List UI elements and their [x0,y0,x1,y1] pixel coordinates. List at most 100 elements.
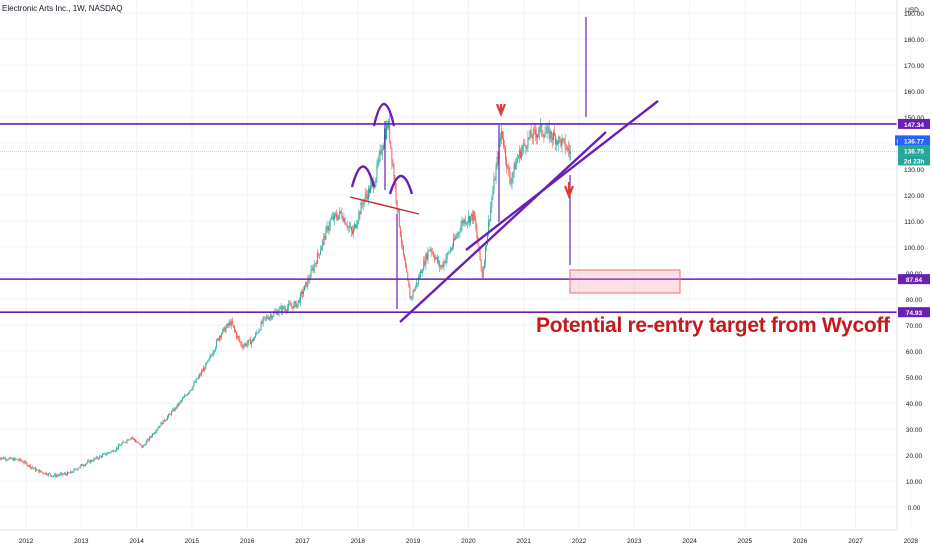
candle-body [436,257,437,258]
candle-body [556,140,558,145]
candle-body [525,145,527,149]
candle-body [328,226,330,231]
candle-body [97,458,99,460]
candle-body [126,439,128,443]
candle-body [233,326,235,331]
candle-body [319,254,320,255]
candle-body [174,407,176,411]
neckline[interactable] [349,196,420,215]
left-shoulder-arc[interactable] [350,165,376,188]
candle-body [55,474,57,477]
candle-body [111,450,113,452]
candle-body [438,261,440,263]
candle-body [444,261,446,263]
drawings[interactable] [349,17,681,323]
candle-body [92,460,94,462]
channel-lower-line[interactable] [399,131,607,323]
candle-body [399,226,401,236]
candle-body [94,458,96,460]
candle-body [441,264,443,268]
candle-body [137,442,139,444]
candle-body [562,138,564,140]
candle-body [143,444,145,446]
candle-body [124,441,126,443]
last-price-label: 136.75 [904,148,924,155]
horizontal-levels[interactable] [0,123,897,313]
candle-body [254,337,256,341]
candle-body [400,235,402,244]
candle-body [473,211,475,221]
candle-body [18,460,20,461]
candle-body [114,450,116,452]
candle-body [223,327,225,330]
post-price-label: 136.77 [904,138,924,145]
candle-body [472,213,474,221]
candle-body [128,439,130,441]
candle-body [542,133,544,136]
candle-body [238,336,240,339]
candle-body [536,134,537,138]
candle-body [273,312,275,316]
candle-body [123,441,125,443]
candle-body [315,263,317,264]
candle-body [70,471,72,474]
candle-body [236,332,238,338]
candle-body [269,317,270,320]
candle-body [196,378,198,380]
candle-body [550,131,552,138]
candle-body [413,290,415,292]
candle-body [446,253,448,259]
candle-body [311,268,313,270]
support-mid-price-label-bg [898,274,930,285]
candle-body [242,346,244,348]
target-zone[interactable] [569,269,681,294]
candle-body [568,150,570,154]
candle-body [118,445,119,449]
candle-body [255,333,257,338]
candle-body [461,221,463,226]
candle-body [407,272,409,281]
candle-body [246,343,248,346]
x-tick-label: 2022 [572,538,587,545]
candle-body [98,456,100,459]
candle-body [270,315,272,318]
x-tick-label: 2025 [738,538,753,545]
candle-body [390,140,392,148]
candle-body [216,338,218,341]
candle-body [531,137,533,139]
candle-body [564,139,566,150]
right-shoulder-arc[interactable] [388,174,414,195]
candle-body [232,324,234,327]
candle-body [566,147,568,150]
candle-body [347,226,349,228]
candle-body [264,316,266,318]
candle-body [155,431,157,433]
candle-body [166,416,168,420]
candle-body [91,460,93,462]
candle-body [318,253,319,255]
candle-body [570,151,571,154]
candle-body [34,467,35,469]
candle-body [429,248,431,251]
candle-body [357,221,359,225]
candle-body [44,472,46,474]
candle-body [52,476,54,477]
candle-body [45,472,47,475]
candle-body [132,438,134,439]
channel-upper-line[interactable] [465,100,659,251]
candle-body [162,419,164,425]
candle-body [437,257,439,263]
candle-body [73,469,75,473]
candle-body [175,407,177,409]
candle-body [113,451,115,453]
candle-body [9,457,11,459]
candle-body [283,308,285,310]
candle-body [406,267,408,273]
candle-body [543,135,545,138]
candle-body [340,210,342,213]
candle-body [230,320,232,326]
candle-body [488,220,490,235]
candle-body [168,414,169,417]
head-arc[interactable] [372,103,396,127]
